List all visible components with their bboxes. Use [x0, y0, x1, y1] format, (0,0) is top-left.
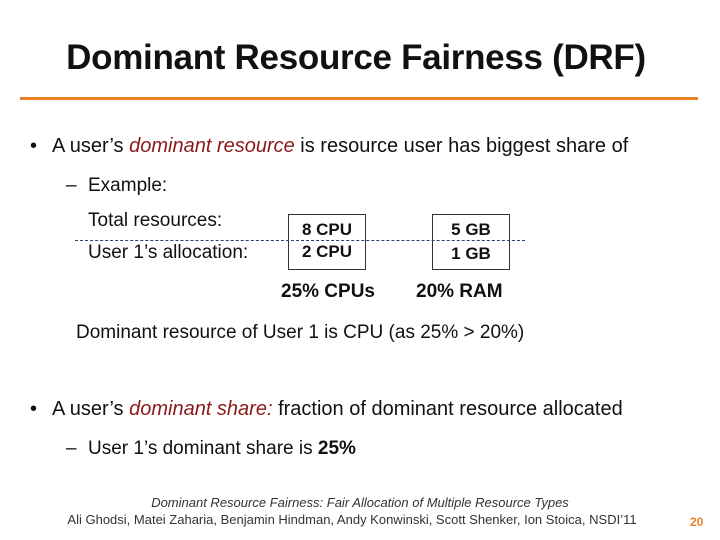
cpu-share: 25% CPUs	[281, 281, 375, 302]
term-dominant-share: dominant share:	[129, 398, 273, 420]
page-number: 20	[690, 515, 704, 529]
memory-user: 1 GB	[451, 244, 491, 263]
title-underline	[20, 97, 698, 100]
sub-bullet-dominant-share: – User 1’s dominant share is 25%	[66, 438, 356, 460]
row-divider-dashed	[75, 240, 525, 241]
sub-bullet-marker: –	[66, 438, 77, 459]
sub-bullet-text: Example:	[88, 175, 168, 196]
label-total-resources: Total resources:	[88, 210, 223, 231]
dominant-share-value: 25%	[317, 438, 356, 459]
bullet-marker: •	[30, 398, 38, 420]
memory-box	[432, 214, 510, 270]
sub-bullet-text: User 1’s dominant share is	[88, 438, 318, 459]
cpu-user: 2 CPU	[301, 242, 353, 261]
bullet-marker: •	[30, 135, 38, 157]
memory-total: 5 GB	[451, 220, 491, 239]
sub-bullet-marker: –	[66, 175, 77, 196]
cpu-box	[288, 214, 366, 270]
bullet-text-before: A user’s	[52, 398, 130, 420]
bullet-text-after: is resource user has biggest share of	[294, 135, 629, 157]
bullet-text-after: fraction of dominant resource allocated	[272, 398, 623, 420]
label-user-allocation: User 1’s allocation:	[88, 242, 249, 263]
bullet-dominant-share: • A user’s dominant share: fraction of do…	[30, 398, 623, 421]
bullet-dominant-resource: • A user’s dominant resource is resource …	[30, 135, 628, 158]
bullet-text-before: A user’s	[52, 135, 130, 157]
sub-bullet-example: – Example:	[66, 175, 167, 197]
citation-authors: Ali Ghodsi, Matei Zaharia, Benjamin Hind…	[67, 512, 637, 527]
citation-title: Dominant Resource Fairness: Fair Allocat…	[151, 495, 569, 510]
dominant-resource-conclusion: Dominant resource of User 1 is CPU (as 2…	[76, 322, 525, 343]
cpu-total: 8 CPU	[301, 220, 353, 239]
slide-title: Dominant Resource Fairness (DRF)	[66, 38, 646, 77]
term-dominant-resource: dominant resource	[129, 135, 295, 157]
memory-share: 20% RAM	[416, 281, 503, 302]
